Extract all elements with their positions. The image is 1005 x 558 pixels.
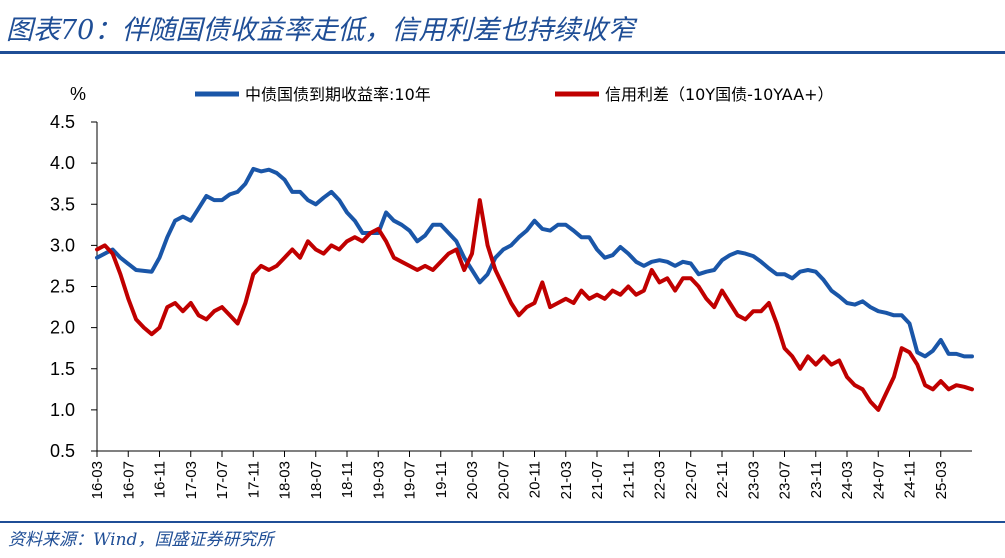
- y-tick-label: 3.5: [50, 194, 75, 214]
- x-tick-label: 16-11: [152, 461, 169, 498]
- chart-title: 图表70：伴随国债收益率走低，信用利差也持续收窄: [6, 15, 635, 46]
- y-tick-label: 1.0: [50, 400, 75, 420]
- x-tick-label: 20-11: [527, 461, 544, 498]
- x-tick-label: 18-07: [308, 461, 325, 499]
- x-tick-label: 22-11: [714, 461, 731, 498]
- line-chart: 4.5 4.0 3.5 3.0 2.5 2.0 1.5 1.0 0.5% 16-03 16-07 16…: [50, 84, 974, 499]
- x-tick-label: 23-07: [777, 461, 794, 499]
- x-tick-label: 21-07: [589, 461, 606, 499]
- x-tick-label: 19-03: [370, 461, 387, 499]
- x-tick-label: 16-07: [120, 461, 137, 499]
- x-tick-label: 18-03: [277, 461, 294, 499]
- legend-label-credit-spread: 信用利差（10Y国债-10YAA+）: [605, 85, 834, 104]
- legend-label-treasury-yield: 中债国债到期收益率:10年: [245, 85, 431, 104]
- x-tick-label: 23-11: [808, 461, 825, 498]
- x-tick-label: 22-03: [652, 461, 669, 499]
- y-tick-label: 2.5: [50, 277, 75, 297]
- y-tick-label: 4.5: [50, 112, 75, 132]
- x-tick-label: 19-07: [402, 461, 419, 499]
- footer-rule: [0, 521, 1005, 523]
- x-tick-label: 21-03: [558, 461, 575, 499]
- y-axis-label: %: [70, 84, 86, 104]
- x-tick-label: 24-03: [839, 461, 856, 499]
- y-tick-label: 3.0: [50, 235, 75, 255]
- x-tick-label: 24-07: [870, 461, 887, 499]
- x-tick-label: 25-03: [933, 461, 950, 499]
- title-rule: [0, 51, 1005, 54]
- y-tick-label: 0.5: [50, 441, 75, 461]
- x-tick-label: 17-07: [214, 461, 231, 499]
- source-note: 资料来源：Wind，国盛证券研究所: [8, 530, 274, 550]
- x-tick-label: 16-03: [89, 461, 106, 499]
- x-tick-label: 19-11: [433, 461, 450, 498]
- x-tick-label: 17-03: [183, 461, 200, 499]
- y-tick-label: 1.5: [50, 359, 75, 379]
- x-tick-label: 20-07: [495, 461, 512, 499]
- x-tick-label: 24-11: [902, 461, 919, 498]
- x-tick-label: 23-03: [745, 461, 762, 499]
- series-line-treasury-yield: [95, 166, 974, 359]
- x-tick-label: 20-03: [464, 461, 481, 499]
- x-tick-label: 22-07: [683, 461, 700, 499]
- x-tick-label: 21-11: [620, 461, 637, 498]
- x-tick-label: 18-11: [339, 461, 356, 498]
- series-line-credit-spread: [95, 198, 974, 412]
- y-tick-label: 4.0: [50, 153, 75, 173]
- y-tick-label: 2.0: [50, 318, 75, 338]
- x-tick-label: 17-11: [245, 461, 262, 498]
